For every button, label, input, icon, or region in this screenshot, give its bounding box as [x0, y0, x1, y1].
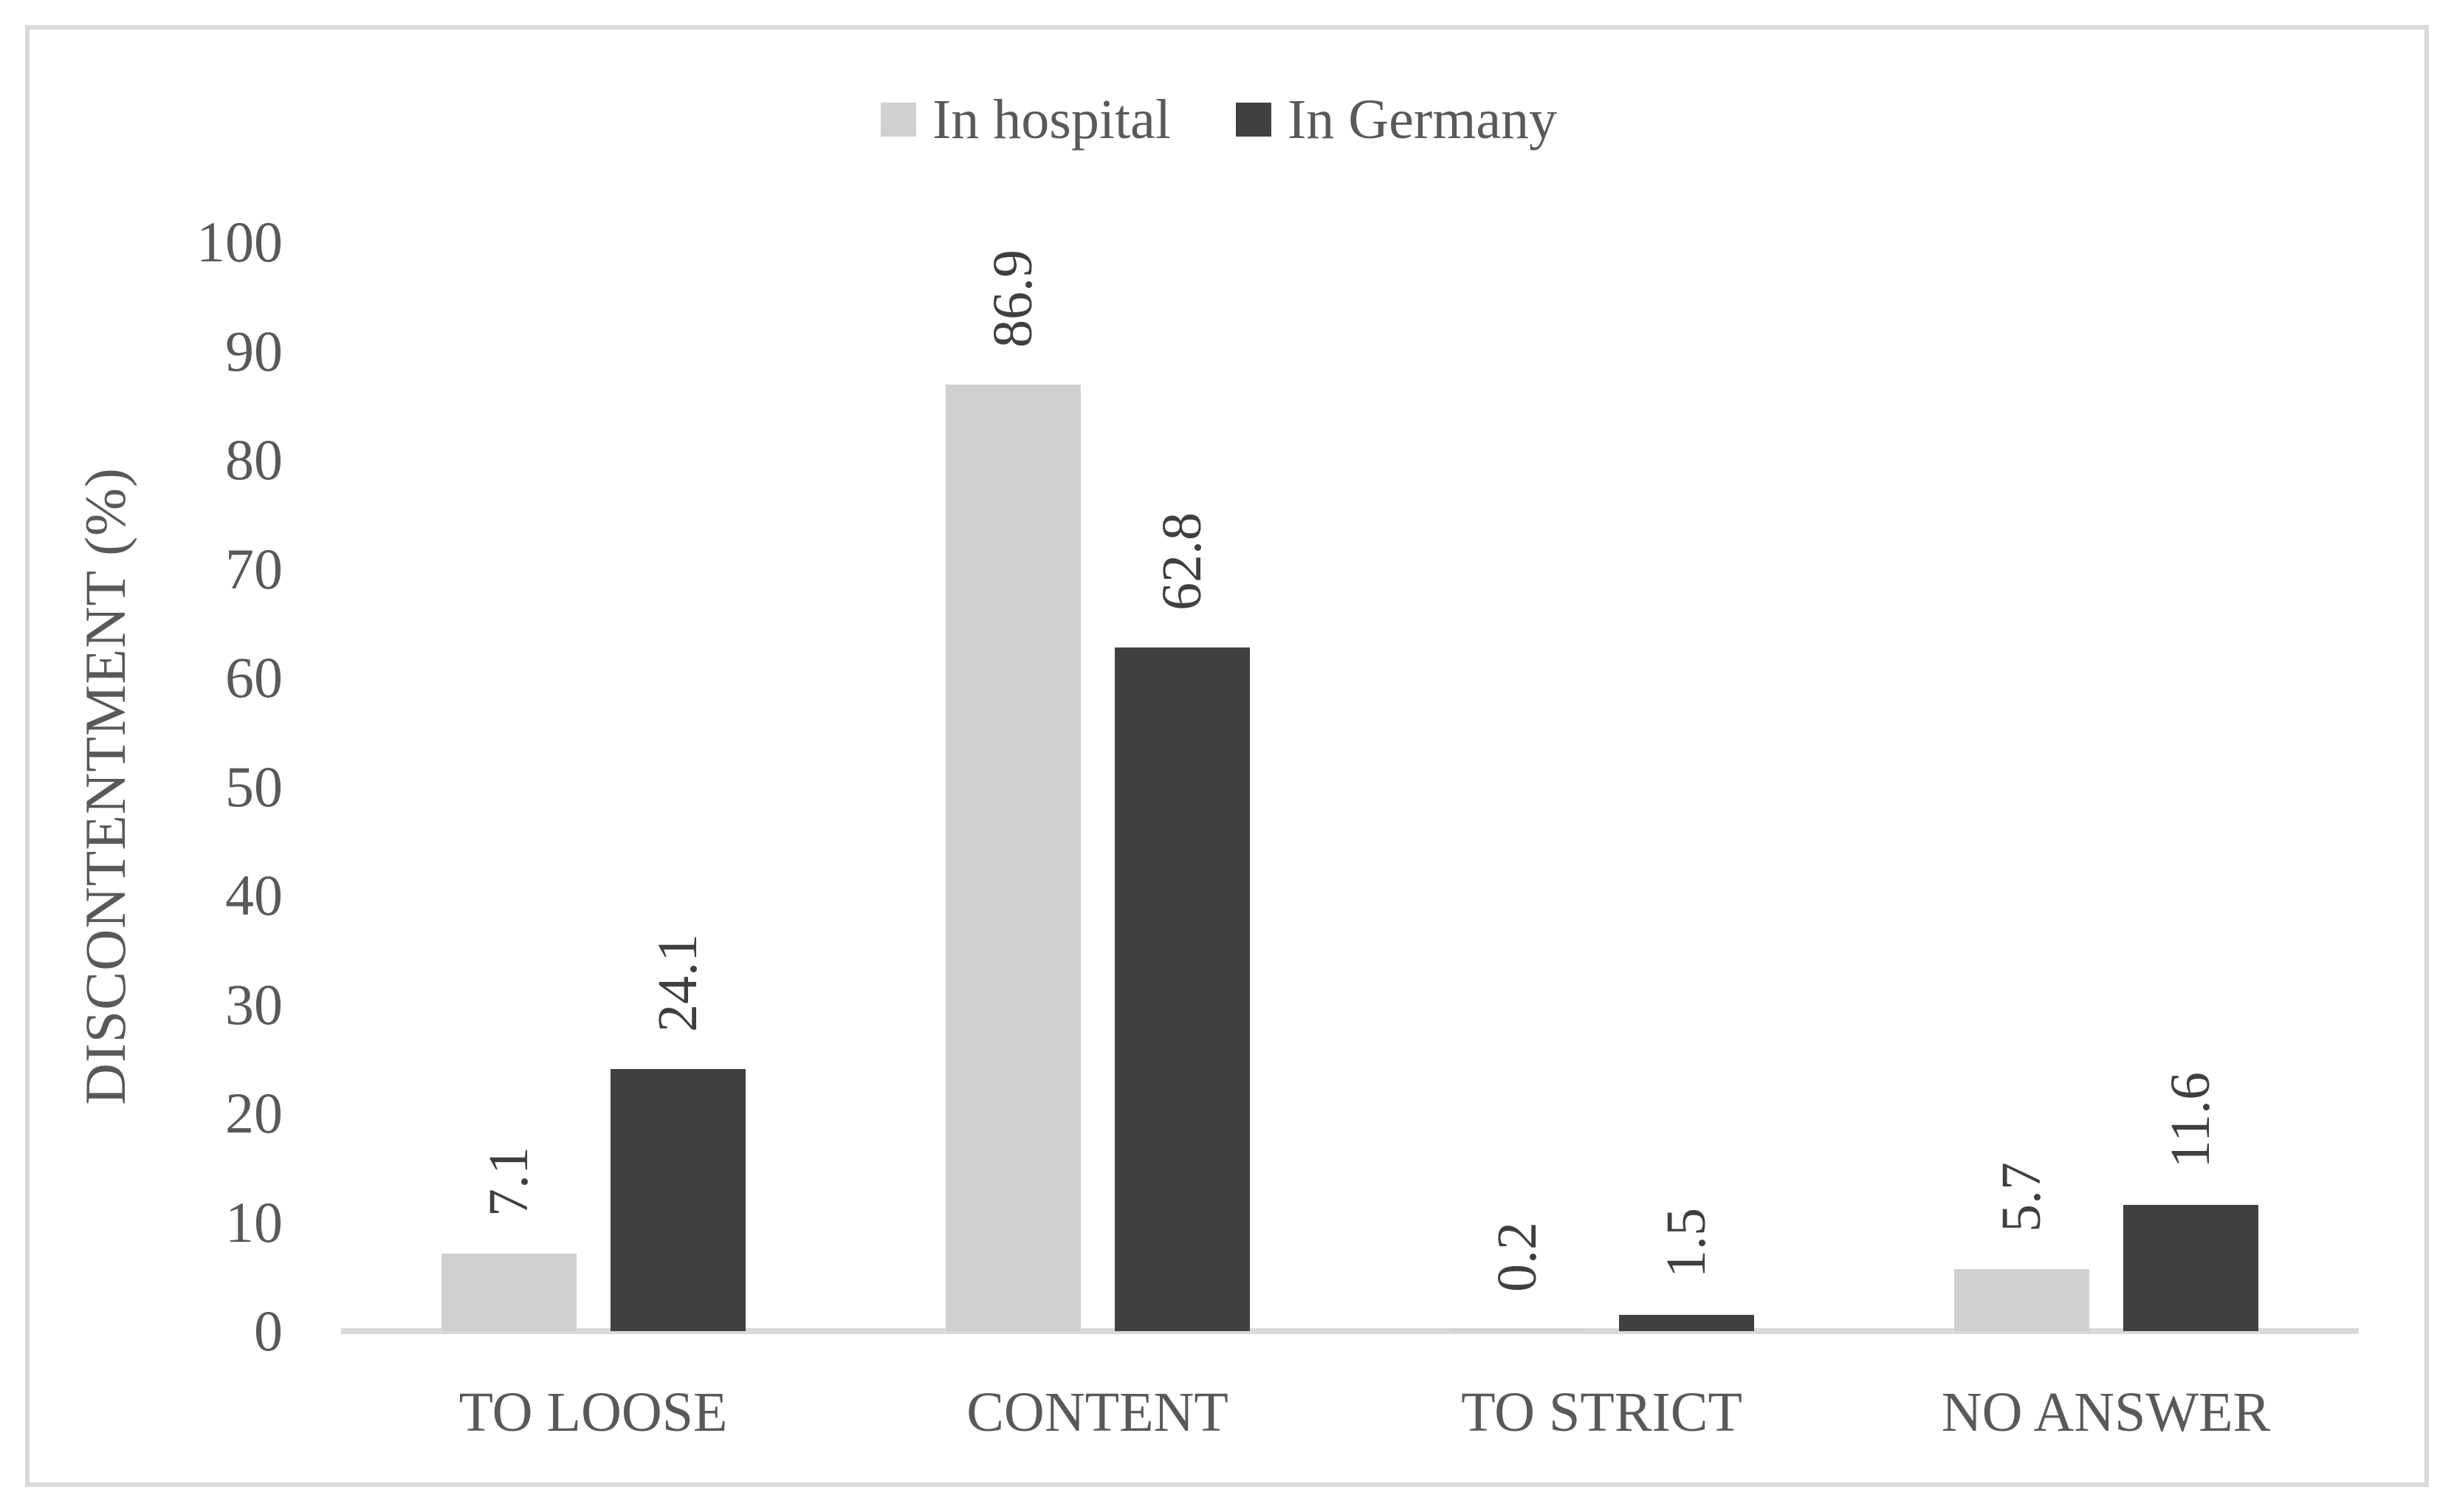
- bar-in-germany-to-strict: [1618, 1315, 1754, 1331]
- bar-value-label-in-germany-content: 62.8: [1151, 512, 1213, 611]
- bar-in-hospital-to-loose: [441, 1254, 577, 1331]
- y-tick-90: 90: [225, 318, 283, 383]
- bar-value-label-in-hospital-to-loose: 7.1: [478, 1147, 540, 1217]
- bar-in-germany-to-loose: [610, 1069, 746, 1331]
- legend: In hospital In Germany: [881, 86, 1557, 154]
- y-tick-10: 10: [225, 1189, 283, 1254]
- x-axis-line: [341, 1328, 2359, 1334]
- bar-value-label-in-hospital-no-answer: 5.7: [1990, 1162, 2052, 1232]
- bar-in-hospital-to-strict: [1449, 1329, 1585, 1331]
- y-tick-20: 20: [225, 1081, 283, 1145]
- bar-in-germany-content: [1114, 647, 1250, 1331]
- x-label-to-strict: TO STRICT: [1461, 1381, 1742, 1443]
- x-label-to-loose: TO LOOSE: [458, 1381, 728, 1443]
- bar-value-label-in-hospital-to-strict: 0.2: [1486, 1222, 1548, 1292]
- x-label-content: CONTENT: [966, 1381, 1228, 1443]
- chart-outer-border: [25, 25, 2429, 1487]
- y-tick-30: 30: [225, 972, 283, 1037]
- legend-item-in-germany: In Germany: [1235, 86, 1558, 154]
- legend-swatch-in-germany: [1235, 103, 1271, 137]
- legend-label-in-germany: In Germany: [1287, 89, 1558, 151]
- bar-value-label-in-germany-to-loose: 24.1: [647, 934, 709, 1032]
- y-tick-0: 0: [254, 1299, 283, 1363]
- bar-in-germany-no-answer: [2123, 1205, 2258, 1331]
- y-tick-40: 40: [225, 863, 283, 927]
- x-label-no-answer: NO ANSWER: [1941, 1381, 2271, 1443]
- y-tick-70: 70: [225, 536, 283, 601]
- bar-in-hospital-content: [945, 385, 1081, 1331]
- legend-item-in-hospital: In hospital: [881, 86, 1171, 154]
- y-tick-80: 80: [225, 427, 283, 492]
- legend-swatch-in-hospital: [881, 103, 916, 137]
- y-tick-100: 100: [196, 210, 283, 274]
- bar-value-label-in-hospital-content: 86.9: [982, 250, 1044, 348]
- bar-value-label-in-germany-no-answer: 11.6: [2159, 1071, 2221, 1168]
- legend-label-in-hospital: In hospital: [932, 89, 1171, 151]
- y-tick-50: 50: [225, 754, 283, 819]
- bar-value-label-in-germany-to-strict: 1.5: [1655, 1208, 1717, 1278]
- y-tick-60: 60: [225, 645, 283, 709]
- bar-in-hospital-no-answer: [1953, 1269, 2089, 1331]
